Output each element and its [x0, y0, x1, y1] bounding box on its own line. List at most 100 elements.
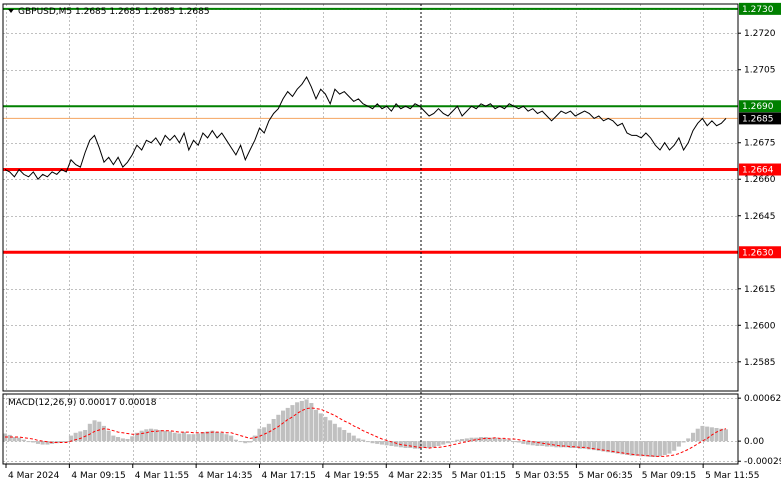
macd-bar [639, 441, 644, 457]
level-tag-bg [739, 2, 781, 15]
macd-bar [31, 441, 36, 443]
macd-bar [40, 441, 45, 445]
macd-bar [73, 432, 78, 442]
macd-bar [106, 430, 111, 442]
macd-grid [3, 394, 738, 464]
macd-bar [295, 402, 300, 442]
price-tick-label: 1.2720 [744, 29, 776, 39]
macd-bar [620, 441, 625, 455]
macd-bar [606, 441, 611, 453]
macd-bar [172, 432, 177, 442]
macd-bar [549, 441, 554, 447]
time-axis: 4 Mar 2024 4 Mar 09:15 4 Mar 11:55 4 Mar 14… [5, 464, 760, 481]
macd-bar [365, 441, 370, 443]
macd-bar [26, 441, 31, 443]
macd-bar [474, 437, 479, 442]
macd-bar [658, 441, 663, 457]
macd-bar [431, 441, 436, 448]
macd-bar [351, 435, 356, 442]
macd-bar [342, 430, 347, 442]
macd-bar [672, 441, 677, 451]
price-grid [3, 4, 738, 391]
macd-bar [328, 420, 333, 442]
current-price-tag-bg [739, 112, 781, 125]
time-tick-label: 4 Mar 22:35 [388, 471, 442, 481]
macd-bar [281, 410, 286, 442]
macd-bar [111, 435, 116, 442]
macd-bar [389, 441, 394, 446]
time-tick-label: 5 Mar 01:15 [452, 471, 506, 481]
macd-bar [262, 427, 267, 442]
macd-bar [97, 421, 102, 442]
macd-bar [521, 441, 526, 444]
macd-bar [116, 437, 121, 442]
macd-bar [309, 403, 314, 442]
macd-bar [182, 432, 187, 442]
macd-bar [497, 438, 502, 442]
macd-bar [238, 441, 243, 443]
macd-bar [347, 432, 352, 442]
macd-bar [101, 425, 106, 442]
macd-bar [144, 429, 149, 442]
macd-bar [215, 432, 220, 442]
macd-tick-label: 0.00 [744, 437, 764, 447]
chart-title: GBPUSD,M5 1.2685 1.2685 1.2685 1.2685 [18, 7, 210, 17]
macd-bar [233, 439, 238, 442]
time-tick-label: 5 Mar 03:55 [515, 471, 569, 481]
macd-bar [653, 441, 658, 457]
level-tag-label: 1.2730 [742, 5, 774, 15]
level-tag-bg [739, 246, 781, 259]
macd-bar [68, 435, 73, 442]
time-tick-label: 4 Mar 2024 [8, 471, 60, 481]
macd-bar [686, 438, 691, 442]
macd-bar [483, 437, 488, 442]
chevron-down-icon[interactable] [8, 9, 14, 13]
time-tick-label: 4 Mar 11:55 [135, 471, 189, 481]
level-tag: 1.2664 [739, 163, 781, 176]
macd-bar [554, 441, 559, 448]
macd-title: MACD(12,26,9) 0.00017 0.00018 [8, 398, 157, 408]
macd-bar [92, 420, 97, 442]
macd-bar [299, 400, 304, 442]
macd-bar [705, 426, 710, 442]
macd-bar [427, 441, 432, 448]
macd-bar [493, 437, 498, 442]
macd-bar [158, 430, 163, 442]
macd-bar [304, 399, 309, 442]
macd-bar [573, 441, 578, 448]
macd-bar [412, 441, 417, 449]
macd-bar [544, 441, 549, 447]
macd-bar [601, 441, 606, 452]
macd-bar [464, 438, 469, 442]
macd-bar [511, 441, 516, 443]
macd-bar [120, 438, 125, 442]
price-series-line [4, 75, 727, 180]
price-tick-label: 1.2705 [744, 66, 776, 76]
macd-bar [667, 441, 672, 454]
macd-bar [526, 441, 531, 445]
macd-tick-label: 0.00062 [744, 394, 781, 404]
time-tick-label: 4 Mar 17:15 [262, 471, 316, 481]
macd-bar [191, 434, 196, 442]
level-tag: 1.2690 [739, 100, 781, 113]
macd-bar [361, 439, 366, 442]
macd-bar [2, 433, 7, 442]
time-tick-label: 4 Mar 09:15 [71, 471, 125, 481]
macd-bar [87, 423, 92, 442]
price-tick-label: 1.2675 [744, 139, 776, 149]
macd-bar [530, 441, 535, 446]
macd-bar [709, 427, 714, 442]
macd-bar [615, 441, 620, 454]
macd-bar [629, 441, 634, 456]
macd-bar [318, 413, 323, 442]
level-tag-label: 1.2630 [742, 248, 774, 258]
macd-bar [356, 438, 361, 442]
level-tag-bg [739, 163, 781, 176]
macd-bar [662, 441, 667, 455]
macd-bar [460, 439, 465, 442]
macd-bar [252, 435, 257, 442]
macd-bar [7, 434, 12, 442]
macd-bar [723, 429, 728, 442]
